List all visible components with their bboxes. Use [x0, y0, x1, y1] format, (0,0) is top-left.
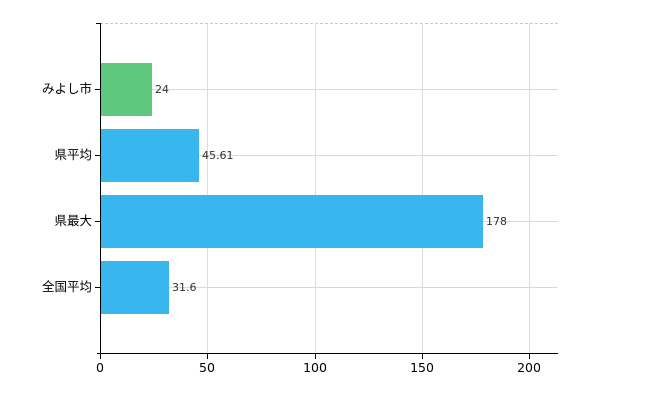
gridline-vertical	[422, 23, 423, 353]
x-axis-tick	[315, 354, 316, 359]
gridline-horizontal	[100, 89, 558, 90]
bar-value-label: 178	[486, 215, 507, 228]
x-axis-line	[97, 353, 558, 354]
y-axis-tick	[95, 155, 100, 156]
plot-top-border	[100, 23, 558, 24]
bar	[101, 261, 169, 314]
category-label: 県最大	[54, 213, 92, 228]
gridline-horizontal	[100, 287, 558, 288]
y-axis-end-tick	[96, 23, 100, 24]
bar-value-label: 24	[155, 83, 169, 96]
x-tick-label: 50	[199, 360, 215, 375]
y-axis-line	[100, 23, 101, 353]
x-axis-tick	[422, 354, 423, 359]
x-tick-label: 0	[96, 360, 104, 375]
x-axis-tick	[529, 354, 530, 359]
bar-value-label: 45.61	[202, 149, 234, 162]
bar-value-label: 31.6	[172, 281, 197, 294]
x-tick-label: 150	[410, 360, 434, 375]
category-label: 県平均	[54, 147, 92, 162]
x-tick-label: 200	[517, 360, 541, 375]
y-axis-tick	[95, 221, 100, 222]
bar	[101, 129, 199, 182]
bar	[101, 195, 483, 248]
bar	[101, 63, 152, 116]
gridline-vertical	[315, 23, 316, 353]
category-label: 全国平均	[41, 279, 92, 294]
gridline-vertical	[529, 23, 530, 353]
x-tick-label: 100	[303, 360, 327, 375]
y-axis-tick	[95, 89, 100, 90]
y-axis-tick	[95, 287, 100, 288]
x-axis-tick	[100, 354, 101, 359]
gridline-horizontal	[100, 155, 558, 156]
category-label: みよし市	[41, 81, 92, 96]
gridline-vertical	[207, 23, 208, 353]
x-axis-tick	[207, 354, 208, 359]
